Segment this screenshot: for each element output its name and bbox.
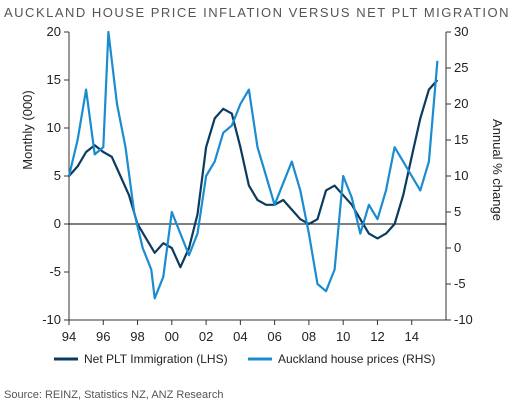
series-line-net-plt-immigration: [68, 79, 439, 269]
source-note: Source: REINZ, Statistics NZ, ANZ Resear…: [4, 389, 223, 401]
x-tick-label: 10: [336, 329, 350, 344]
x-tick-label: 96: [96, 329, 110, 344]
right-tick-label: 30: [454, 24, 468, 39]
left-tick-label: 0: [54, 216, 61, 231]
x-tick-label: 06: [267, 329, 281, 344]
x-tick-label: 08: [302, 329, 316, 344]
x-tick-label: 98: [130, 329, 144, 344]
left-tick-label: 15: [47, 72, 61, 87]
left-tick-label: -10: [42, 312, 61, 327]
x-tick-label: 04: [233, 329, 247, 344]
left-tick-label: 20: [47, 24, 61, 39]
x-tick-label: 14: [404, 329, 418, 344]
left-axis-label: Monthly (000): [20, 90, 35, 169]
x-tick-label: 12: [370, 329, 384, 344]
left-axis-ticks: 20 15 10 5 0 -5 -10: [42, 24, 69, 327]
left-tick-label: 10: [47, 120, 61, 135]
chart-title: AUCKLAND HOUSE PRICE INFLATION VERSUS NE…: [4, 5, 510, 20]
right-axis-ticks: 30 25 20 15 10 5 0 -5 -10: [446, 24, 473, 327]
right-tick-label: 5: [454, 204, 461, 219]
x-tick-label: 00: [165, 329, 179, 344]
left-tick-label: -5: [49, 264, 61, 279]
right-tick-label: -10: [454, 312, 473, 327]
right-tick-label: 20: [454, 96, 468, 111]
series-layer: [67, 30, 439, 300]
legend-label-net-plt-immigration: Net PLT Immigration (LHS): [84, 352, 228, 366]
legend-label-auckland-house-prices: Auckland house prices (RHS): [278, 352, 435, 366]
series-line-auckland-house-prices: [67, 30, 439, 300]
x-tick-label: 02: [199, 329, 213, 344]
legend: Net PLT Immigration (LHS) Auckland house …: [54, 352, 435, 366]
left-tick-label: 5: [54, 168, 61, 183]
x-axis-ticks: 94 96 98 00 02 04 06 08 10 12 14: [62, 320, 419, 344]
right-tick-label: -5: [454, 276, 466, 291]
right-tick-label: 0: [454, 240, 461, 255]
right-tick-label: 10: [454, 168, 468, 183]
right-tick-label: 15: [454, 132, 468, 147]
right-tick-label: 25: [454, 60, 468, 75]
x-tick-label: 94: [62, 329, 76, 344]
right-axis-label: Annual % change: [490, 119, 505, 221]
